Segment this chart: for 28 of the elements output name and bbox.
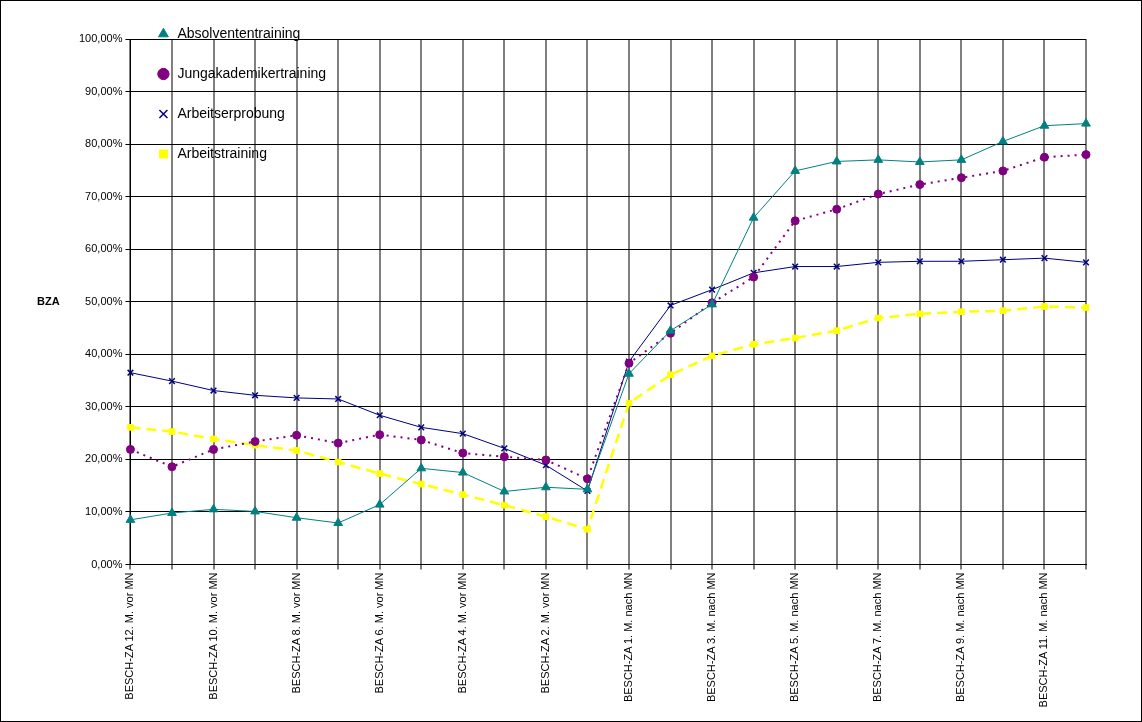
legend-label: Arbeitstraining bbox=[177, 144, 267, 161]
x-tick-label: BESCH-ZA 9. M. nach MN bbox=[954, 572, 967, 703]
y-tick-label: 60,00% bbox=[85, 242, 123, 255]
x-tick-label: BESCH-ZA 12. M. vor MN bbox=[123, 572, 136, 700]
x-tick-label: BESCH-ZA 10. M. vor MN bbox=[206, 572, 219, 700]
y-tick-label: 90,00% bbox=[85, 84, 123, 97]
x-tick-label: BESCH-ZA 2. M. vor MN bbox=[538, 572, 551, 694]
y-axis-title: BZA bbox=[37, 294, 60, 307]
y-tick-label: 80,00% bbox=[85, 137, 123, 150]
x-tick-label: BESCH-ZA 1. M. nach MN bbox=[622, 572, 635, 703]
x-tick-label: BESCH-ZA 5. M. nach MN bbox=[788, 572, 801, 703]
x-tick-label: BESCH-ZA 6. M. vor MN bbox=[372, 572, 385, 694]
legend-label: Jungakademikertraining bbox=[177, 64, 327, 81]
x-tick-label: BESCH-ZA 3. M. nach MN bbox=[705, 572, 718, 703]
x-tick-label: BESCH-ZA 8. M. vor MN bbox=[289, 572, 302, 694]
y-tick-label: 0,00% bbox=[91, 557, 123, 570]
y-tick-label: 10,00% bbox=[85, 504, 123, 517]
y-tick-label: 100,00% bbox=[78, 32, 123, 45]
y-tick-label: 20,00% bbox=[85, 452, 123, 465]
x-tick-label: BESCH-ZA 11. M. nach MN bbox=[1037, 572, 1050, 708]
legend-label: Arbeitserprobung bbox=[177, 104, 285, 121]
x-tick-label: BESCH-ZA 7. M. nach MN bbox=[871, 572, 884, 703]
x-tick-label: BESCH-ZA 4. M. vor MN bbox=[455, 572, 468, 694]
legend-label: Absolvententraining bbox=[177, 24, 301, 41]
y-tick-label: 30,00% bbox=[85, 399, 123, 412]
y-tick-label: 50,00% bbox=[85, 294, 123, 307]
y-tick-label: 40,00% bbox=[85, 347, 123, 360]
y-tick-label: 70,00% bbox=[85, 189, 123, 202]
